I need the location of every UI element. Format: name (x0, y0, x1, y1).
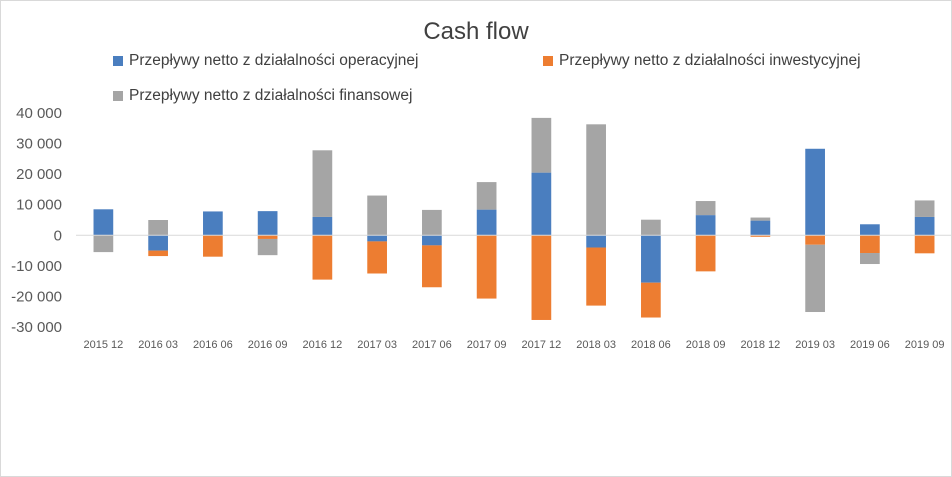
legend-item-financing: Przepływy netto z działalności finansowe… (113, 87, 412, 105)
bar-segment (422, 245, 442, 288)
y-tick-label: -30 000 (11, 319, 62, 336)
bar-segment (586, 124, 606, 236)
bar-segment (860, 235, 880, 254)
y-tick-label: 20 000 (16, 166, 62, 183)
bar-segment (750, 235, 771, 237)
bar-segment (586, 247, 606, 306)
bar-segment (148, 250, 168, 257)
bar-segment (750, 220, 771, 236)
x-tick-label: 2017 12 (521, 339, 561, 351)
bar-segment (695, 235, 716, 272)
x-tick-label: 2017 06 (412, 339, 452, 351)
bar-segment (312, 235, 333, 280)
legend-swatch-investing (543, 56, 553, 66)
legend-item-investing: Przepływy netto z działalności inwestycy… (543, 52, 861, 70)
x-tick-label: 2015 12 (83, 339, 123, 351)
legend-swatch-operating (113, 56, 123, 66)
bar-segment (367, 241, 387, 274)
bar-segment (805, 235, 825, 245)
bar-segment (203, 211, 223, 236)
bar-segment (367, 235, 387, 242)
x-tick-label: 2016 06 (193, 339, 233, 351)
bar-segment (914, 235, 935, 254)
chart-title: Cash flow (423, 18, 529, 45)
bar-segment (203, 235, 223, 257)
x-tick-label: 2018 09 (686, 339, 726, 351)
bar-segment (531, 117, 552, 173)
x-tick-label: 2019 06 (850, 339, 890, 351)
bar-segment (914, 216, 935, 236)
legend-label-financing: Przepływy netto z działalności finansowe… (129, 87, 413, 104)
x-tick-label: 2016 03 (138, 339, 178, 351)
x-tick-label: 2018 06 (631, 339, 671, 351)
bar-segment (531, 172, 552, 236)
bar-segment (93, 209, 114, 236)
x-tick-label: 2018 03 (576, 339, 616, 351)
bar-segment (641, 235, 661, 283)
bar-segment (695, 201, 716, 216)
legend-label-investing: Przepływy netto z działalności inwestycy… (559, 52, 861, 69)
bar-segment (476, 209, 497, 236)
bar-segment (860, 253, 880, 265)
y-tick-label: 30 000 (16, 136, 62, 153)
bar-segment (586, 235, 606, 248)
x-tick-label: 2017 09 (467, 339, 507, 351)
bar-segment (805, 148, 825, 236)
bar-segment (750, 217, 771, 221)
x-tick-label: 2016 09 (248, 339, 288, 351)
bar-segment (695, 215, 716, 236)
y-tick-label: 10 000 (16, 197, 62, 214)
x-tick-label: 2018 12 (740, 339, 780, 351)
legend-label-operating: Przepływy netto z działalności operacyjn… (129, 52, 419, 69)
bar-segment (257, 235, 278, 239)
bar-segment (422, 209, 442, 236)
x-tick-label: 2016 12 (302, 339, 342, 351)
bar-segment (257, 238, 278, 256)
bar-segment (476, 182, 497, 210)
bar-segment (257, 211, 278, 236)
bar-segment (422, 235, 442, 246)
bar-segment (641, 219, 661, 236)
bar-segment (148, 235, 168, 251)
bar-segment (93, 235, 114, 253)
x-tick-label: 2017 03 (357, 339, 397, 351)
x-tick-label: 2019 03 (795, 339, 835, 351)
legend-swatch-financing (113, 91, 123, 101)
bar-segment (641, 282, 661, 318)
bar-segment (476, 235, 497, 299)
x-tick-label: 2019 09 (905, 339, 945, 351)
bar-segment (805, 244, 825, 313)
bar-segment (367, 195, 387, 236)
bar-segment (860, 224, 880, 236)
bar-segment (914, 200, 935, 217)
y-tick-label: 40 000 (16, 105, 62, 122)
bar-segment (312, 216, 333, 236)
legend-item-operating: Przepływy netto z działalności operacyjn… (113, 52, 418, 70)
bar-segment (531, 235, 552, 320)
bar-segment (148, 220, 168, 236)
y-tick-label: -20 000 (11, 288, 62, 305)
bar-segment (312, 150, 333, 217)
y-tick-label: -10 000 (11, 258, 62, 275)
y-tick-label: 0 (54, 227, 62, 244)
